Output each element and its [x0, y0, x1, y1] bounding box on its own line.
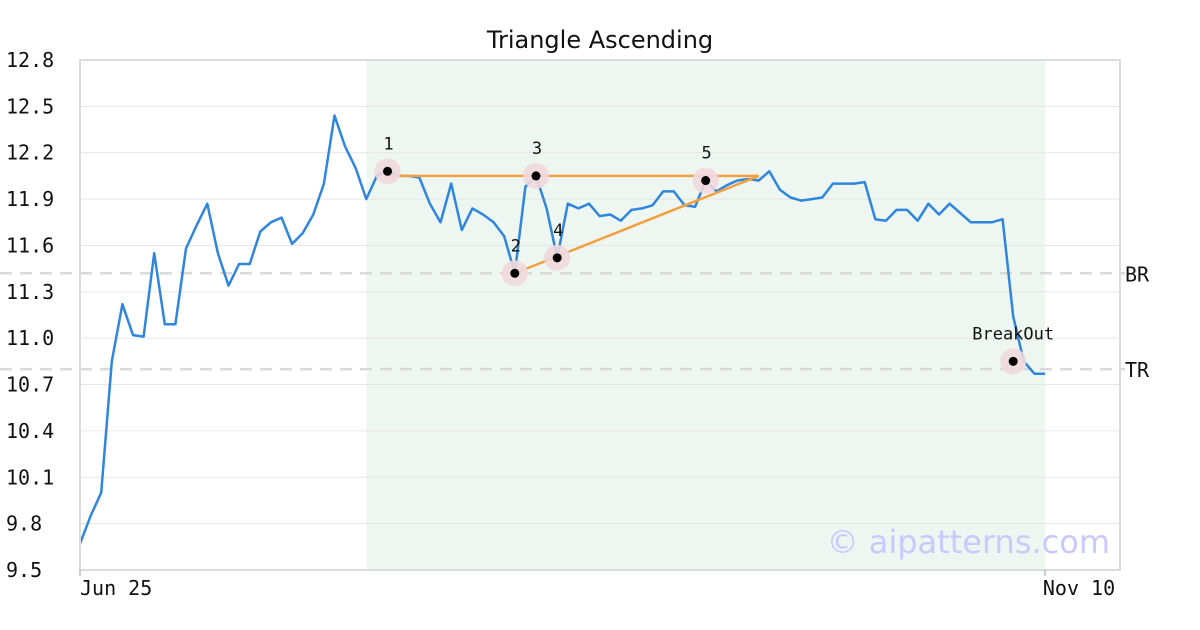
reference-label-tr: TR — [1125, 358, 1150, 382]
y-tick-label: 10.1 — [6, 465, 54, 489]
reference-label-br: BR — [1125, 262, 1150, 286]
point-marker — [701, 176, 711, 186]
plot-background-layer — [366, 60, 1045, 570]
price-series-line — [78, 114, 1045, 545]
y-tick-label: 12.8 — [6, 48, 54, 72]
x-tick-label: Nov 10 — [1043, 576, 1115, 600]
y-tick-label: 11.3 — [6, 280, 54, 304]
point-marker — [510, 268, 520, 278]
y-tick-label: 9.5 — [6, 558, 42, 582]
point-marker — [383, 166, 393, 176]
y-tick-label: 10.4 — [6, 419, 54, 443]
y-tick-label: 11.0 — [6, 326, 54, 350]
watermark: © aipatterns.com — [827, 523, 1110, 561]
axes-layer: 12.8 12.5 12.2 11.9 11.6 11.3 11.0 10.7 10.4 10.1… — [6, 48, 1121, 600]
reference-lines-layer: BR TR — [0, 262, 1150, 382]
y-tick-label: 9.8 — [6, 512, 42, 536]
point-label: 5 — [702, 144, 712, 164]
y-tick-label: 12.2 — [6, 141, 54, 165]
y-tick-label: 11.9 — [6, 187, 54, 211]
point-label: 2 — [511, 236, 521, 256]
y-tick-label: 10.7 — [6, 373, 54, 397]
pattern-points-layer: 1 2 3 4 5 BreakOut — [374, 134, 1054, 375]
x-tick-label: Jun 25 — [80, 576, 152, 600]
point-label: 1 — [383, 134, 393, 154]
point-label: 3 — [532, 139, 542, 159]
point-label: BreakOut — [972, 324, 1054, 344]
point-marker — [1008, 356, 1018, 366]
pattern-region — [366, 60, 1045, 570]
y-tick-label: 11.6 — [6, 233, 54, 257]
plot-frame — [79, 59, 1121, 571]
point-marker — [531, 171, 541, 181]
y-tick-label: 12.5 — [6, 94, 54, 118]
series-layer — [78, 114, 1045, 545]
chart-title: Triangle Ascending — [486, 26, 713, 54]
point-label: 4 — [553, 221, 563, 241]
point-marker — [552, 253, 562, 263]
